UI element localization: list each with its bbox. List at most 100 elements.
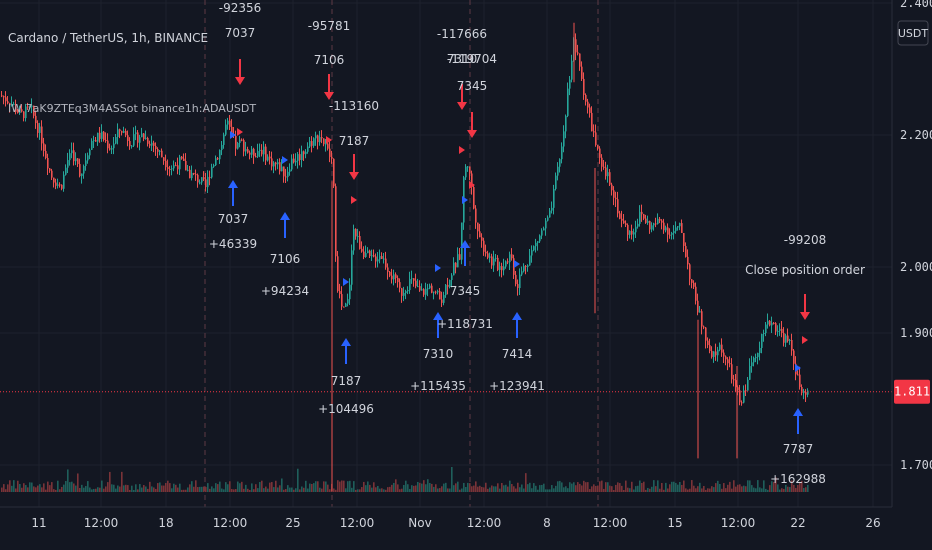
price-axis[interactable]: 2.400 2.200 2.000 1.900 1.700 [900, 0, 932, 472]
candle-body [335, 186, 337, 257]
volume-bar [779, 489, 781, 492]
volume-bar [389, 486, 391, 492]
candle-body [213, 165, 215, 167]
candle-body [651, 225, 653, 230]
volume-bar [609, 485, 611, 492]
volume-bar [711, 486, 713, 492]
candle-body [261, 149, 263, 155]
volume-bar [423, 480, 425, 492]
volume-bar [439, 488, 441, 492]
volume-bar [539, 485, 541, 492]
event-label-bottom: +94234 [261, 284, 309, 298]
volume-bar [619, 483, 621, 492]
trade-event-buy[interactable]: 7345 +118731 [437, 196, 493, 331]
event-label-bottom: +123941 [489, 379, 545, 393]
trade-event-buy[interactable]: 7106 +94234 [261, 156, 309, 298]
candle-body [691, 279, 693, 283]
volume-bar [11, 485, 13, 492]
volume-bar [175, 484, 177, 492]
volume-bar [95, 488, 97, 492]
trade-event-buy[interactable]: 7187 +104496 [318, 278, 374, 416]
volume-bar [501, 482, 503, 492]
trade-event-sell[interactable]: -99208 Close position order [745, 233, 865, 344]
candle-body [255, 156, 257, 158]
volume-bar [377, 485, 379, 492]
volume-bar [335, 489, 337, 492]
candle-body [631, 230, 633, 235]
volume-bar [413, 485, 415, 492]
candle-body [755, 357, 757, 359]
candle-body [661, 220, 663, 223]
volume-bar [309, 483, 311, 492]
volume-bar [507, 486, 509, 492]
volume-bar [781, 488, 783, 492]
candle-body [525, 265, 527, 267]
volume-bar [55, 489, 57, 492]
event-label-bottom: +46339 [209, 237, 257, 251]
candle-body [21, 109, 23, 112]
candle-body [235, 135, 237, 149]
volume-bar [621, 485, 623, 492]
candle-body [647, 220, 649, 223]
volume-bar [259, 482, 261, 492]
volume-bar [475, 481, 477, 492]
volume-bar [591, 486, 593, 492]
trade-event-buy[interactable]: 7414 +123941 [489, 260, 545, 393]
candle-body [85, 160, 87, 167]
candle-body [57, 184, 59, 186]
candle-body [457, 254, 459, 268]
volume-bar [419, 482, 421, 492]
volume-bar [59, 489, 61, 492]
currency-badge-box[interactable] [897, 20, 929, 46]
trade-event-sell[interactable]: -95781 7106 [308, 19, 351, 144]
indicator-label[interactable]: IW 7aK9ZTEq3M4ASSot binance1h:ADAUSDT [8, 102, 256, 115]
candle-body [415, 280, 417, 287]
volume-bar [281, 478, 283, 492]
volume-bar [365, 485, 367, 492]
volume-bar [755, 488, 757, 492]
trade-event-sell[interactable]: -117666 7310 [437, 27, 487, 154]
trade-event-sell[interactable]: -113160 7187 [329, 99, 379, 204]
candle-body [229, 120, 231, 127]
volume-bar [61, 486, 63, 492]
volume-bar [243, 488, 245, 492]
volume-bar [607, 482, 609, 492]
candle-body [747, 379, 749, 391]
volume-bar [231, 489, 233, 492]
volume-bar [579, 483, 581, 492]
volume-bar [553, 488, 555, 492]
candle-body [441, 299, 443, 303]
volume-bar [717, 480, 719, 492]
candle-body [355, 228, 357, 237]
trade-event-buy[interactable]: 7310 +115435 [410, 264, 466, 393]
time-tick: 8 [543, 516, 551, 530]
trade-event-buy[interactable]: 7037 +46339 [209, 131, 257, 251]
volume-bar [433, 486, 435, 492]
candle-body [83, 166, 85, 174]
volume-bar [471, 486, 473, 492]
trade-event-sell[interactable]: -92356 7037 [219, 1, 262, 136]
candle-body [315, 135, 317, 139]
currency-badge[interactable]: USDT [897, 20, 929, 46]
volume-bar [247, 488, 249, 492]
candle-body [215, 158, 217, 166]
trade-event-sell[interactable]: -119704 7345 [447, 52, 497, 189]
volume-bar [487, 488, 489, 492]
volume-bar [575, 485, 577, 492]
candle-body [131, 145, 133, 147]
volume-bar [693, 485, 695, 492]
volume-bar [643, 481, 645, 492]
volume-bar [149, 481, 151, 492]
volume-bar [333, 488, 335, 492]
trade-event-buy[interactable]: 7787 +162988 [770, 364, 826, 486]
candle-body [785, 335, 787, 343]
volume-bar [239, 483, 241, 492]
time-axis[interactable]: 11 12:00 18 12:00 25 12:00 Nov 12:00 8 12:00 15 12:… [31, 516, 880, 530]
volume-bar [83, 487, 85, 492]
volume-bar [313, 483, 315, 492]
candle-body [719, 344, 721, 350]
volume-bar [285, 489, 287, 492]
candle-body [735, 380, 737, 388]
candle-body [73, 150, 75, 162]
